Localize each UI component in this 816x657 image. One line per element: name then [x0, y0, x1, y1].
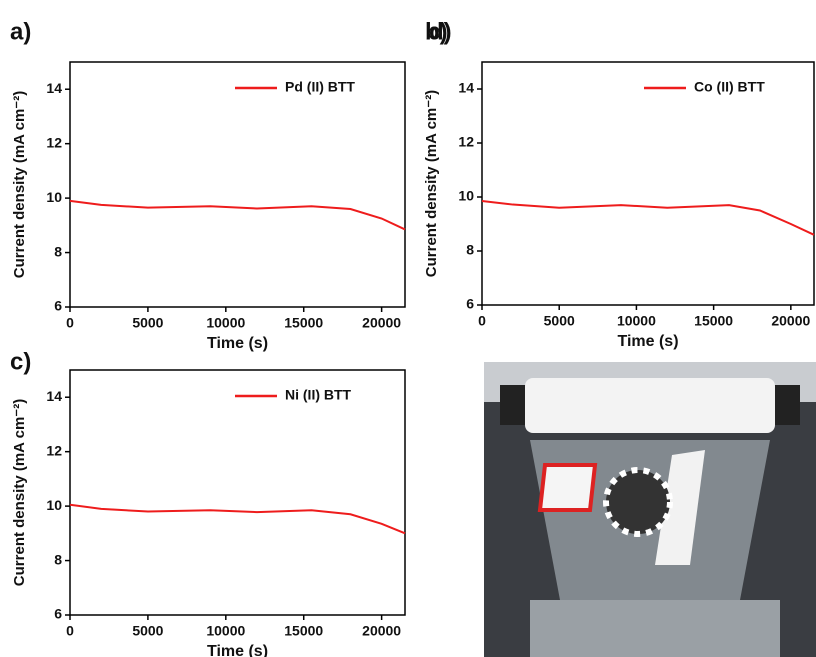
photo	[484, 362, 816, 657]
y-tick-label: 6	[54, 298, 62, 314]
y-tick-label: 8	[54, 551, 62, 567]
y-tick-label: 10	[458, 188, 474, 204]
x-axis-label: Time (s)	[207, 643, 268, 657]
x-tick-label: 5000	[132, 623, 163, 639]
y-axis-label: Current density (mA cm⁻²)	[11, 91, 28, 278]
y-tick-label: 12	[46, 442, 62, 458]
x-tick-label: 10000	[206, 315, 245, 331]
legend-label: Ni (II) BTT	[285, 387, 352, 403]
y-axis-label: Current density (mA cm⁻²)	[423, 90, 440, 277]
y-tick-label: 10	[46, 189, 62, 205]
panel-label: a)	[10, 18, 31, 45]
x-tick-label: 20000	[362, 623, 401, 639]
x-tick-label: 5000	[544, 313, 575, 329]
y-tick-label: 6	[466, 296, 474, 312]
x-axis-label: Time (s)	[207, 335, 268, 352]
x-tick-label: 15000	[284, 315, 323, 331]
x-tick-label: 0	[478, 313, 486, 329]
line-series	[481, 200, 815, 236]
plot-frame	[69, 61, 406, 308]
y-tick-label: 12	[458, 134, 474, 150]
y-tick-label: 6	[54, 606, 62, 622]
x-tick-label: 15000	[284, 623, 323, 639]
x-tick-label: 10000	[206, 623, 245, 639]
y-tick-label: 8	[466, 242, 474, 258]
legend-label: Pd (II) BTT	[285, 79, 355, 95]
panel-label: d)	[429, 18, 452, 45]
y-tick-label: 10	[46, 497, 62, 513]
x-tick-label: 20000	[771, 313, 810, 329]
plot-frame	[481, 61, 815, 306]
x-tick-label: 15000	[694, 313, 733, 329]
y-tick-label: 12	[46, 134, 62, 150]
y-tick-label: 14	[46, 388, 62, 404]
x-tick-label: 5000	[132, 315, 163, 331]
panel-label: c)	[10, 348, 31, 375]
plot-frame	[69, 369, 406, 616]
x-tick-label: 10000	[617, 313, 656, 329]
y-tick-label: 8	[54, 243, 62, 259]
x-tick-label: 0	[66, 315, 74, 331]
y-axis-label: Current density (mA cm⁻²)	[11, 399, 28, 586]
x-axis-label: Time (s)	[617, 333, 678, 350]
line-series	[69, 199, 406, 231]
y-tick-label: 14	[46, 80, 62, 96]
panel-label: b)	[425, 18, 448, 45]
legend-label: Co (II) BTT	[694, 79, 765, 95]
x-tick-label: 20000	[362, 315, 401, 331]
x-tick-label: 0	[66, 623, 74, 639]
y-tick-label: 14	[458, 80, 474, 96]
line-series	[69, 503, 406, 535]
